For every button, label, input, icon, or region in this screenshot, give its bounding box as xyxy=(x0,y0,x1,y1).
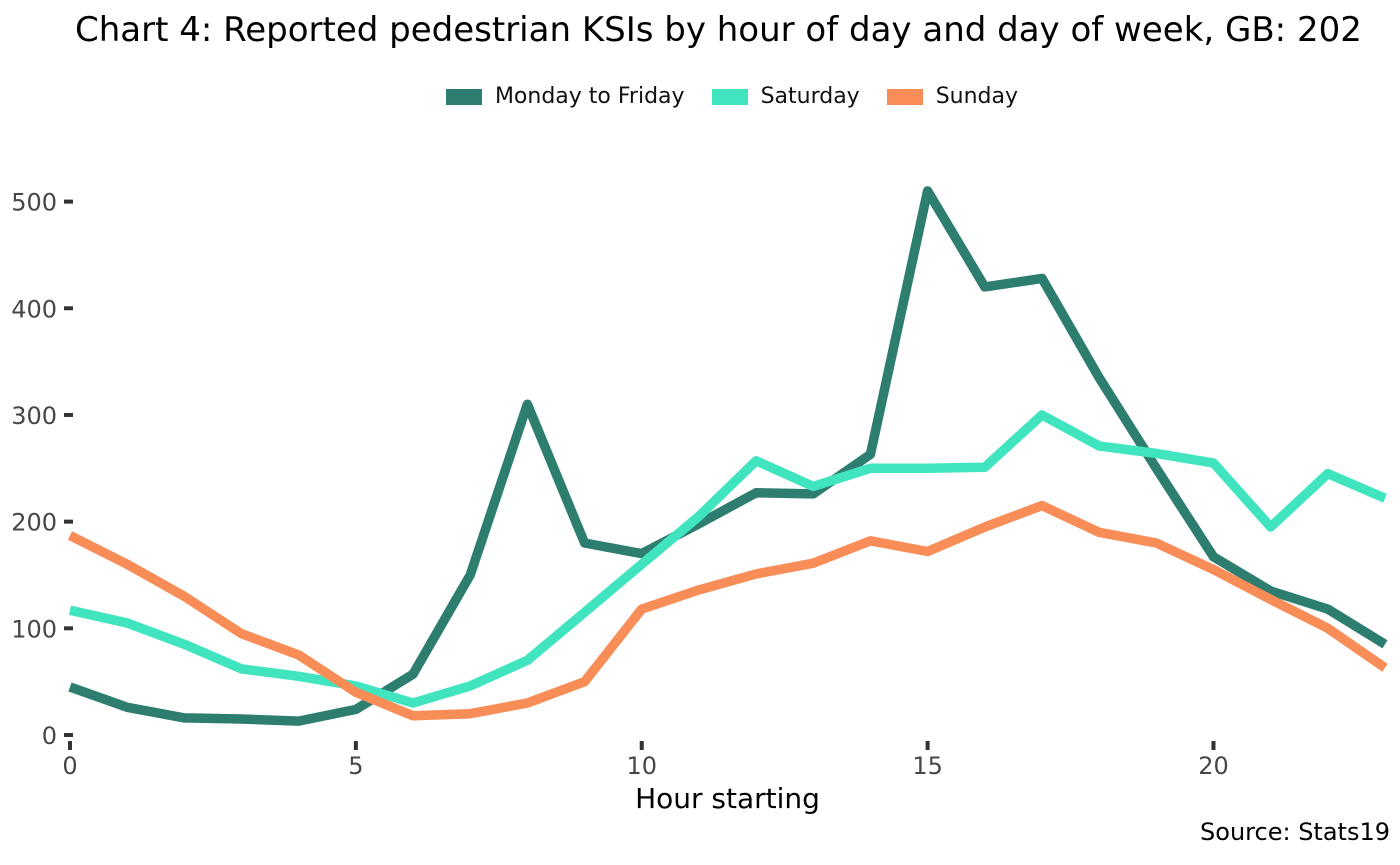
legend-item-sunday: Sunday xyxy=(886,84,1019,109)
chart-title: Chart 4: Reported pedestrian KSIs by hou… xyxy=(75,10,1362,50)
y-axis-tick-label: 500 xyxy=(11,189,57,217)
x-axis-tick-label: 5 xyxy=(348,752,363,780)
series-line-sunday xyxy=(67,500,1388,721)
legend-swatch-monday-to-friday xyxy=(445,88,482,105)
x-axis-tick xyxy=(639,741,644,750)
x-axis-tick-label: 10 xyxy=(626,752,657,780)
x-axis-tick-label: 20 xyxy=(1198,752,1229,780)
legend: Monday to Friday Saturday Sunday xyxy=(0,84,1400,109)
y-axis-tick xyxy=(64,733,73,737)
legend-swatch-saturday xyxy=(711,88,748,105)
y-axis-tick-label: 200 xyxy=(11,509,57,537)
x-axis-tick xyxy=(68,741,72,750)
y-axis-tick xyxy=(64,306,73,311)
source-note: Source: Stats19 xyxy=(1200,818,1390,846)
legend-item-saturday: Saturday xyxy=(711,84,860,109)
y-axis-tick-label: 100 xyxy=(11,615,57,643)
y-axis-tick-label: 300 xyxy=(11,402,57,430)
y-axis-tick xyxy=(64,412,73,417)
y-axis-tick xyxy=(64,626,73,631)
y-axis-tick xyxy=(64,519,73,524)
legend-label-saturday: Saturday xyxy=(760,84,860,109)
legend-item-monday-to-friday: Monday to Friday xyxy=(445,84,685,109)
legend-swatch-sunday xyxy=(886,88,923,105)
legend-label-monday-to-friday: Monday to Friday xyxy=(494,84,685,109)
x-axis-title: Hour starting xyxy=(635,782,820,815)
y-axis-tick-label: 0 xyxy=(42,722,57,750)
x-axis-tick-label: 15 xyxy=(912,752,943,780)
x-axis-tick xyxy=(1211,741,1216,750)
series-line-saturday xyxy=(68,410,1387,708)
y-axis-tick xyxy=(64,199,73,204)
legend-label-sunday: Sunday xyxy=(935,84,1019,109)
x-axis-tick-label: 0 xyxy=(62,752,77,780)
x-axis-tick xyxy=(353,741,358,750)
series-line-monday-to-friday xyxy=(68,186,1388,726)
x-axis-tick xyxy=(925,741,930,750)
y-axis-tick-label: 400 xyxy=(11,295,57,323)
